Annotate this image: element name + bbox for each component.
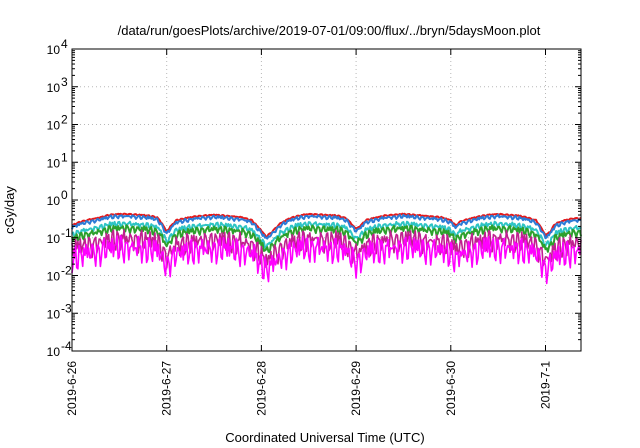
y-tick-exponent: -2 [61, 264, 72, 278]
grid [72, 49, 581, 351]
y-tick-exponent: 0 [61, 188, 68, 202]
y-tick-label: 10 [47, 345, 61, 359]
y-tick-label: 10 [47, 43, 61, 57]
x-tick-label: 2019-6-26 [65, 361, 79, 416]
series-group [71, 212, 582, 285]
series-line [71, 220, 582, 251]
y-axis-label: cGy/day [2, 186, 17, 234]
x-axis-label: Coordinated Universal Time (UTC) [225, 430, 424, 445]
y-tick-exponent: -3 [61, 301, 72, 315]
y-tick-label: 10 [47, 156, 61, 170]
y-tick-exponent: 3 [61, 75, 68, 89]
x-tick-label: 2019-6-28 [254, 361, 268, 416]
series-line [71, 213, 582, 240]
x-tick-label: 2019-6-27 [160, 361, 174, 416]
y-tick-label: 10 [47, 307, 61, 321]
y-tick-label: 10 [47, 119, 61, 133]
y-tick-exponent: -1 [61, 226, 72, 240]
y-tick-label: 10 [47, 270, 61, 284]
series-line [71, 234, 582, 285]
x-tick-label: 2019-6-30 [444, 361, 458, 416]
chart-title: /data/run/goesPlots/archive/2019-07-01/0… [118, 23, 541, 38]
x-tick-label: 2019-7-1 [538, 361, 552, 409]
y-tick-label: 10 [47, 81, 61, 95]
y-tick-exponent: 4 [61, 37, 68, 51]
series-line [71, 224, 582, 254]
y-tick-exponent: -4 [61, 339, 72, 353]
x-axis-ticks: 2019-6-26 2019-6-27 2019-6-28 2019-6-29 2019… [65, 49, 552, 416]
y-tick-label: 10 [47, 194, 61, 208]
x-tick-label: 2019-6-29 [349, 361, 363, 416]
y-tick-label: 10 [47, 232, 61, 246]
y-tick-exponent: 2 [61, 113, 68, 127]
y-tick-exponent: 1 [61, 150, 68, 164]
